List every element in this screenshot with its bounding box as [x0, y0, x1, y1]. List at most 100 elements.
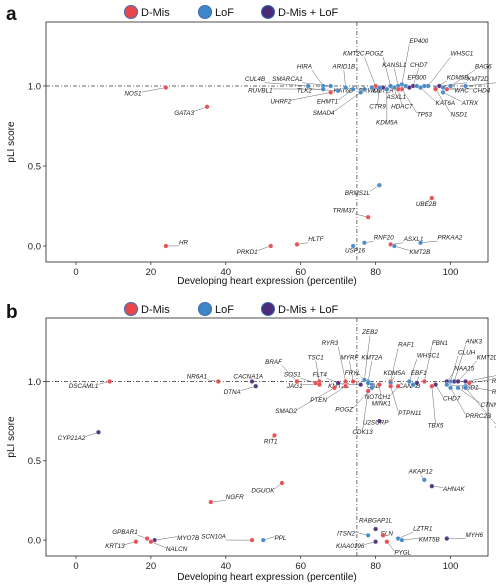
data-point: [395, 383, 401, 389]
label-leader: [349, 360, 354, 382]
gene-label: JAG1: [286, 383, 303, 390]
gene-label: KMT2C: [328, 383, 350, 390]
gene-labels: NOS1 GATA3 CUL4B HIRA SMARCA1 RUVBL1 TLK2 ARID1…: [124, 38, 496, 256]
data-point: [455, 385, 461, 391]
legend-label-both: D-Mis + LoF: [278, 7, 338, 19]
label-leader: [457, 387, 481, 404]
legend-label-lof: LoF: [215, 304, 234, 316]
gene-label: KMT2C: [343, 51, 365, 58]
label-leader: [469, 379, 492, 384]
gene-label: ITSN2: [337, 530, 355, 537]
gene-label: EP400: [409, 38, 428, 45]
data-point: [253, 383, 259, 389]
gene-label: HIRA: [297, 63, 312, 70]
label-leader: [379, 384, 382, 402]
x-tick-label: 60: [295, 267, 306, 278]
gene-label: MYH6: [466, 532, 484, 539]
gene-label: BAG6: [475, 63, 492, 70]
gene-label: GPBAR1: [112, 529, 138, 536]
gene-label: RAF1: [398, 342, 414, 349]
label-leader: [398, 531, 414, 539]
x-tick-label: 80: [370, 267, 381, 278]
panel-letter: b: [6, 302, 18, 323]
data-point: [163, 85, 169, 91]
gene-labels: DSCAML1 NR6A1 CACNA1A DTNA CYP21A2 RIT1 BRAF TS…: [58, 329, 496, 556]
label-leader: [343, 69, 346, 88]
data-point: [376, 85, 382, 91]
gene-label: KMT2B: [409, 249, 430, 256]
data-point: [384, 539, 390, 545]
label-leader: [141, 87, 166, 93]
gene-label: PRRC2B: [466, 413, 492, 420]
data-point: [268, 243, 274, 249]
gene-label: POGZ: [335, 407, 354, 414]
y-tick-label: 1.0: [28, 377, 41, 388]
data-point: [148, 539, 154, 545]
legend-label-lof: LoF: [215, 7, 234, 19]
label-leader: [300, 377, 316, 384]
y-tick-label: 0.0: [28, 535, 41, 546]
data-point: [331, 385, 337, 391]
gene-label: KDM5B: [447, 75, 469, 82]
gene-label: KMT2D: [477, 354, 496, 361]
label-leader: [401, 89, 418, 114]
label-leader: [311, 69, 324, 87]
gene-label: CDK13: [352, 429, 373, 436]
gene-label: CAD: [367, 383, 381, 390]
y-tick-label: 0.5: [28, 161, 41, 172]
x-tick-label: 40: [221, 561, 232, 572]
data-point: [403, 83, 409, 89]
gene-label: AHNAK: [442, 486, 465, 493]
label-leader: [240, 386, 256, 391]
gene-label: TLK2: [297, 87, 313, 94]
gene-label: RPL5: [492, 378, 496, 385]
legend-marker-d-mis: [123, 301, 139, 317]
label-leader: [390, 348, 399, 382]
gene-label: CTNNB1: [481, 402, 496, 409]
gene-label: CHD7: [410, 62, 428, 69]
data-point: [343, 383, 349, 389]
label-leader: [450, 387, 466, 415]
gene-label: CACNA1A: [233, 373, 263, 380]
gene-label: WAC: [454, 87, 469, 94]
data-point: [448, 385, 454, 391]
data-point: [466, 380, 472, 386]
data-point: [249, 378, 255, 384]
gene-label: NSD1: [462, 384, 479, 391]
label-leader: [450, 355, 459, 382]
data-point: [376, 182, 382, 188]
label-leader: [337, 346, 346, 382]
gene-label: NOS1: [124, 91, 141, 98]
gene-label: CUL4B: [245, 76, 265, 83]
gene-label: MYO7B: [177, 535, 199, 542]
gene-label: CHD7: [443, 396, 461, 403]
gene-label: U2SURP: [363, 419, 389, 426]
label-leader: [465, 387, 496, 425]
label-leader: [382, 57, 391, 87]
label-leader: [424, 346, 433, 382]
gene-label: RABGAP1L: [359, 518, 393, 525]
gene-label: BRWD1: [359, 87, 382, 94]
gene-label: PYGL: [394, 549, 411, 556]
gene-label: POGZ: [365, 51, 384, 58]
data-point: [376, 382, 382, 388]
data-point: [249, 537, 255, 543]
gene-label: WHSC1: [417, 353, 440, 360]
label-leader: [150, 541, 166, 548]
gene-label: ATRX: [461, 100, 479, 107]
data-point: [433, 86, 439, 92]
gene-label: BRMS1L: [345, 190, 371, 197]
data-point: [444, 382, 450, 388]
data-point: [369, 385, 375, 391]
data-point: [133, 539, 139, 545]
gene-label: KRT13: [105, 543, 125, 550]
data-point: [376, 418, 382, 424]
data-point: [373, 539, 379, 545]
x-axis-title: Developing heart expression (percentile): [177, 572, 357, 583]
gene-label: ASXL1: [403, 236, 424, 243]
label-leader: [450, 69, 476, 87]
data-point: [463, 83, 469, 89]
data-point: [391, 243, 397, 249]
label-leader: [315, 360, 320, 382]
